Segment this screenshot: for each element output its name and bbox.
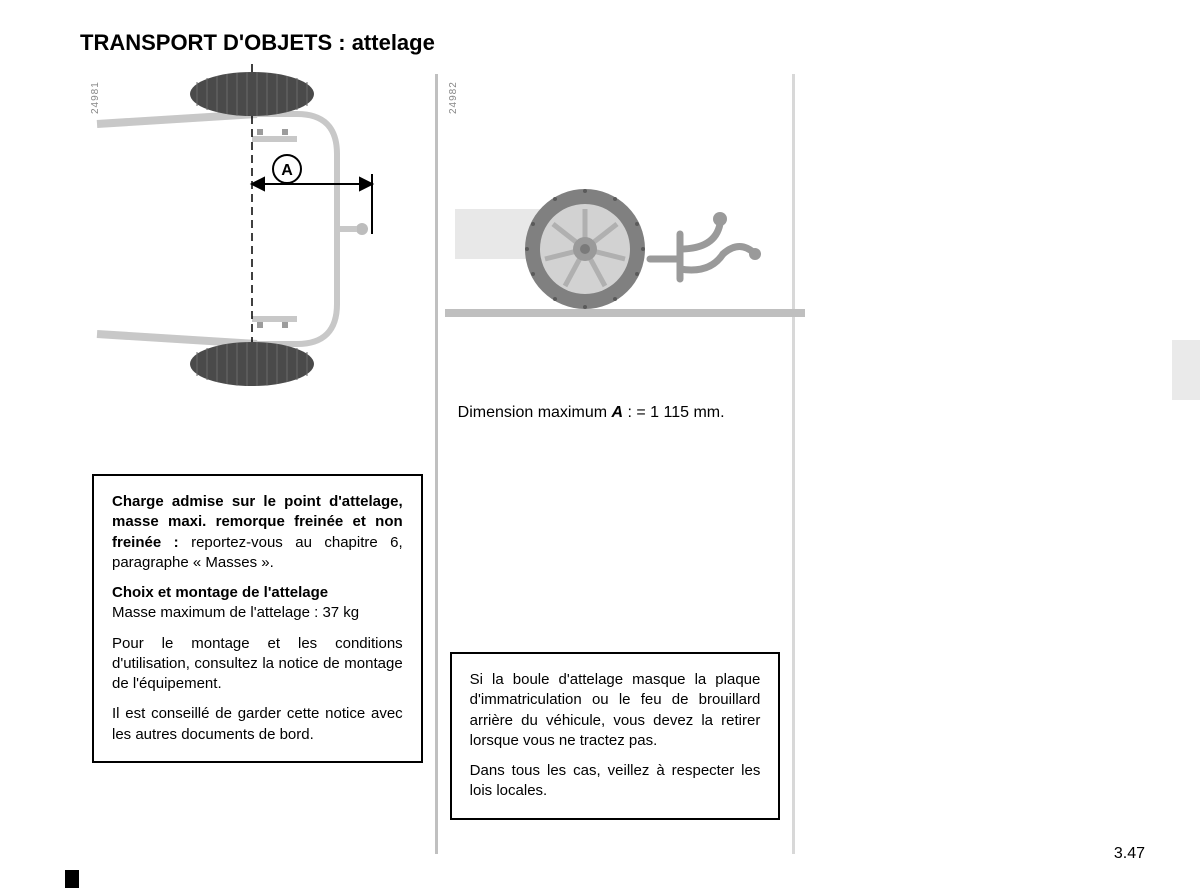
column-middle: 24982	[438, 74, 796, 854]
dimension-arrow-icon	[252, 174, 372, 234]
para-choice-title: Choix et montage de l'attelageMasse maxi…	[112, 583, 403, 624]
column-layout: 24981	[80, 74, 1150, 854]
info-box-left: Charge admise sur le point d'attelage, m…	[92, 474, 423, 763]
figure-top-view: A	[97, 74, 417, 374]
tire-bottom-icon	[190, 342, 314, 386]
towbar-icon	[650, 212, 761, 279]
para-keep-notice: Il est conseillé de garder cette notice …	[112, 704, 403, 745]
tire-top-icon	[190, 72, 314, 116]
wheel-icon	[525, 189, 645, 309]
side-view-diagram-icon	[455, 74, 775, 374]
top-view-diagram-icon: A	[97, 74, 417, 374]
page-title: TRANSPORT D'OBJETS : attelage	[80, 30, 1150, 56]
dimension-text: Dimension maximum A : = 1 115 mm.	[450, 404, 781, 422]
page-number: 3.47	[1114, 845, 1145, 863]
para-mounting: Pour le montage et les conditions d'util…	[112, 634, 403, 695]
info-box-middle: Si la boule d'attelage masque la plaque …	[450, 652, 781, 820]
column-right	[795, 74, 1150, 854]
figure-side-view	[455, 74, 775, 374]
dimension-label-a-icon: A	[273, 155, 301, 183]
thumb-tab	[1172, 340, 1200, 400]
para-load: Charge admise sur le point d'attelage, m…	[112, 492, 403, 573]
svg-text:A: A	[282, 162, 294, 179]
column-left: 24981	[80, 74, 438, 854]
manual-page: TRANSPORT D'OBJETS : attelage 24981	[0, 0, 1200, 888]
para-plate-warning: Si la boule d'attelage masque la plaque …	[470, 670, 761, 751]
crop-mark-icon	[65, 870, 79, 888]
para-local-law: Dans tous les cas, veillez à respecter l…	[470, 761, 761, 802]
